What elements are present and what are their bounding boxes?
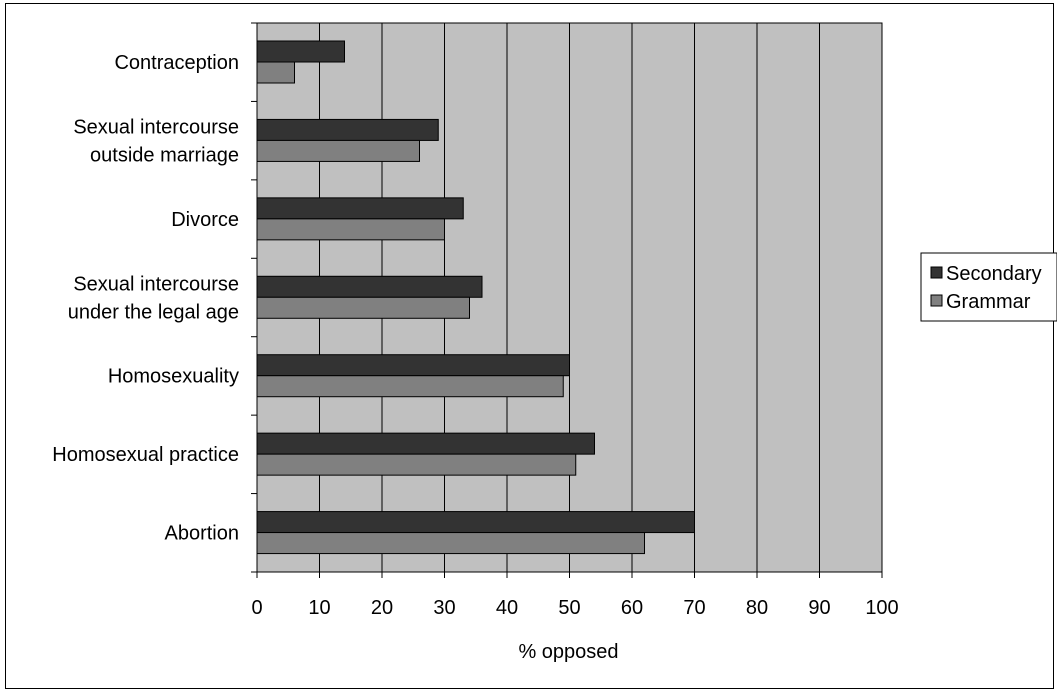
x-tick-label: 70 — [683, 597, 705, 619]
bar-grammar — [256, 61, 295, 84]
x-tick-labels: 0 10 20 30 40 50 60 70 80 90 100 — [251, 597, 898, 619]
bar-grammar — [256, 375, 564, 398]
category-label: Sexual intercourse — [73, 273, 239, 295]
bar-secondary — [256, 432, 595, 455]
bar-grammar — [256, 139, 420, 162]
bar-grammar — [256, 453, 577, 476]
x-tick-label: 30 — [433, 597, 455, 619]
category-label: Homosexuality — [108, 366, 239, 388]
bar-secondary — [256, 118, 439, 141]
bar-grammar — [256, 296, 470, 319]
x-tick-label: 40 — [496, 597, 518, 619]
legend: Secondary Grammar — [920, 252, 1057, 322]
x-tick-label: 90 — [808, 597, 830, 619]
bar-secondary — [256, 197, 464, 220]
category-label: Abortion — [165, 523, 240, 545]
x-tick-label: 50 — [558, 597, 580, 619]
x-tick-label: 100 — [865, 597, 898, 619]
x-axis-title: % opposed — [518, 641, 618, 663]
x-tick-label: 0 — [251, 597, 262, 619]
category-label: Divorce — [171, 209, 239, 231]
x-axis-ticks — [256, 572, 883, 578]
x-tick-label: 80 — [746, 597, 768, 619]
category-label: outside marriage — [90, 144, 239, 166]
legend-swatch-secondary — [930, 266, 943, 279]
category-labels: Contraception Sexual intercourse outside m… — [52, 52, 239, 545]
x-tick-label: 20 — [371, 597, 393, 619]
bar-secondary — [256, 275, 483, 298]
bar-secondary — [256, 40, 345, 63]
category-label: Homosexual practice — [52, 444, 239, 466]
bar-grammar — [256, 532, 645, 555]
bar-secondary — [256, 511, 695, 534]
x-tick-label: 10 — [308, 597, 330, 619]
legend-swatch-grammar — [930, 294, 943, 307]
y-axis-ticks — [251, 22, 257, 573]
legend-label-grammar: Grammar — [946, 291, 1031, 313]
category-label: Contraception — [114, 52, 239, 74]
category-label: Sexual intercourse — [73, 116, 239, 138]
bars — [256, 40, 695, 555]
x-tick-label: 60 — [621, 597, 643, 619]
bar-secondary — [256, 354, 570, 377]
category-label: under the legal age — [68, 301, 239, 323]
legend-box — [920, 252, 1057, 322]
bar-grammar — [256, 218, 445, 241]
legend-label-secondary: Secondary — [946, 263, 1042, 285]
